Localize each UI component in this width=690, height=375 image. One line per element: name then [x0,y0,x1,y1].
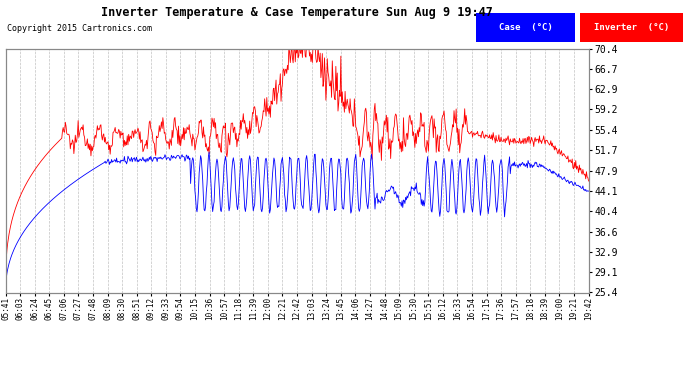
FancyBboxPatch shape [580,13,683,42]
Text: Case  (°C): Case (°C) [499,22,553,32]
Text: Inverter Temperature & Case Temperature Sun Aug 9 19:47: Inverter Temperature & Case Temperature … [101,6,493,19]
Text: Copyright 2015 Cartronics.com: Copyright 2015 Cartronics.com [7,24,152,33]
FancyBboxPatch shape [476,13,575,42]
Text: Inverter  (°C): Inverter (°C) [593,22,669,32]
